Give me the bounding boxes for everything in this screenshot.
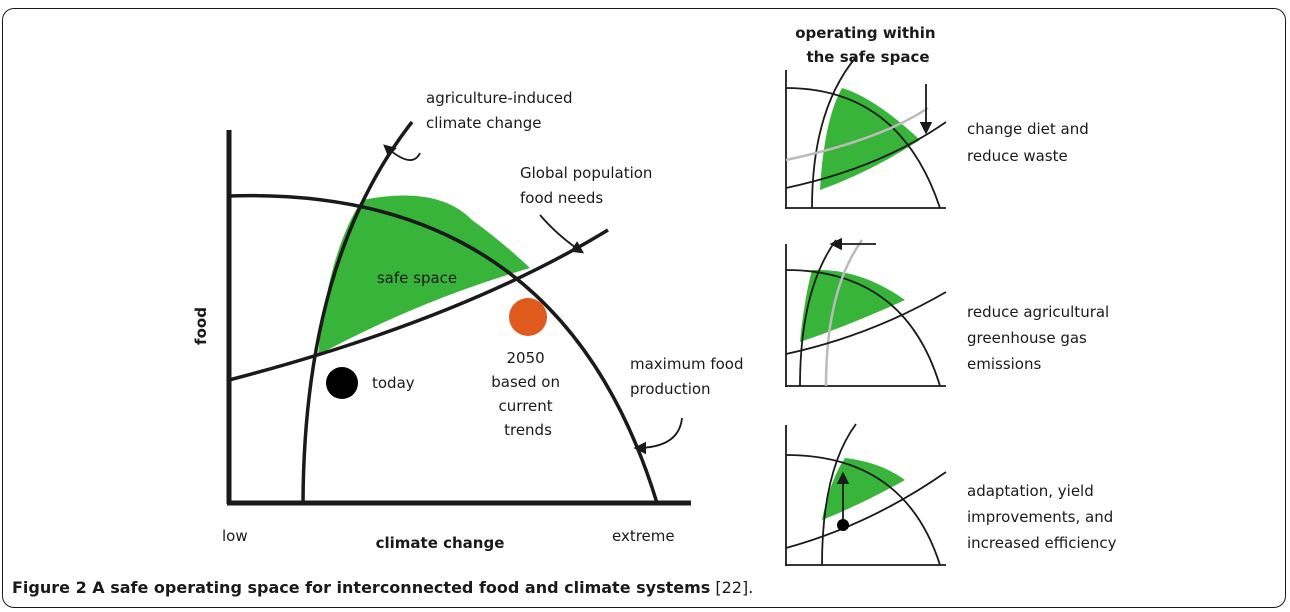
marker-today <box>326 367 358 399</box>
caption-reference: [22]. <box>710 578 754 597</box>
today-label: today <box>372 374 415 392</box>
panel-2-label: reduce agricultural greenhouse gas emiss… <box>967 303 1114 373</box>
callout-arrow-agriculture <box>383 144 421 161</box>
right-heading: operating within the safe space <box>795 24 941 66</box>
panel-adaptation: adaptation, yield improvements, and incr… <box>785 423 1118 566</box>
annotation-max-food: maximum food production <box>630 355 748 398</box>
safe-space-label: safe space <box>377 269 457 287</box>
maximum-food-production-curve <box>228 193 659 504</box>
y-axis-label: food <box>192 307 210 345</box>
marker-2050 <box>509 298 547 336</box>
figure-caption: Figure 2 A safe operating space for inte… <box>12 578 753 597</box>
annotation-agriculture-climate: agriculture-induced climate change <box>426 89 577 132</box>
x-axis-label: climate change <box>376 534 505 552</box>
figure-frame <box>2 8 1286 608</box>
caption-title: Figure 2 A safe operating space for inte… <box>12 578 711 597</box>
population-food-needs-curve <box>228 228 609 382</box>
annotation-population-food: Global population food needs <box>520 164 657 207</box>
panel-reduce-emissions: reduce agricultural greenhouse gas emiss… <box>785 237 1114 387</box>
marker-2050-label: 2050 based on current trends <box>491 349 565 439</box>
panel-2-grey-curve <box>824 239 864 387</box>
agriculture-climate-curve <box>301 120 414 504</box>
callout-arrow-population <box>539 214 585 254</box>
panel-2-safe-region <box>800 269 905 342</box>
callout-arrow-max-food <box>633 417 683 455</box>
panel-1-label: change diet and reduce waste <box>967 120 1094 165</box>
safe-space-region <box>318 195 530 355</box>
x-axis-low-label: low <box>222 527 248 545</box>
panel-3-today-marker <box>837 519 849 531</box>
panel-1-grey-curve <box>785 106 929 162</box>
panel-3-label: adaptation, yield improvements, and incr… <box>967 482 1118 552</box>
x-axis-high-label: extreme <box>612 527 675 545</box>
panel-1-safe-region <box>820 88 920 190</box>
panel-change-diet: change diet and reduce waste <box>785 56 1094 209</box>
main-diagram: food climate change low extreme safe spa… <box>192 89 748 552</box>
